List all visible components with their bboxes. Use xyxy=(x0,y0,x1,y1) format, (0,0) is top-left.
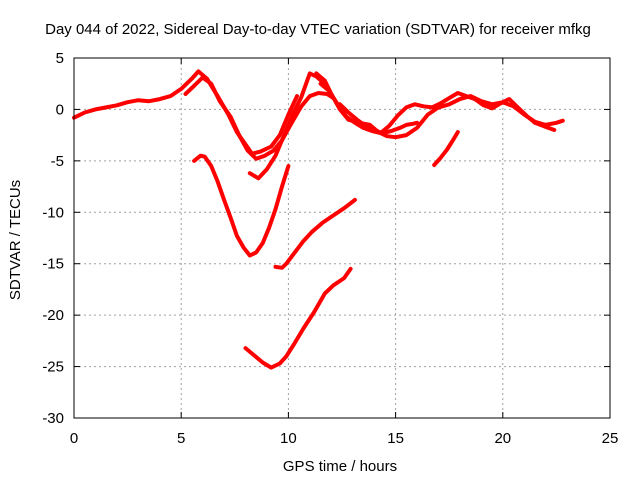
y-axis-label: SDTVAR / TECUs xyxy=(7,180,24,300)
series-line-trace-7 xyxy=(432,130,460,167)
series-line-trace-6 xyxy=(337,102,419,136)
plot-frame xyxy=(73,57,611,419)
x-tick-label: 0 xyxy=(70,430,78,447)
series-line-trace-2 xyxy=(183,75,336,161)
x-tick-label: 25 xyxy=(602,430,619,447)
series-line-trace-5 xyxy=(318,81,557,136)
x-tick-label: 10 xyxy=(280,430,297,447)
y-tick-label: -15 xyxy=(42,256,64,273)
series-line-trace-8 xyxy=(192,153,291,258)
series-line-trace-9 xyxy=(273,197,357,270)
y-tick-label: 5 xyxy=(56,50,64,67)
x-tick-label: 5 xyxy=(177,430,185,447)
y-tick-label: -5 xyxy=(51,153,64,170)
y-tick-label: 0 xyxy=(56,101,64,118)
y-tick-label: -10 xyxy=(42,204,64,221)
y-tick-label: -20 xyxy=(42,307,64,324)
x-tick-label: 20 xyxy=(494,430,511,447)
series-line-trace-3 xyxy=(247,71,327,181)
chart-series xyxy=(72,69,565,370)
series-line-trace-1 xyxy=(72,69,299,156)
x-tick-label: 15 xyxy=(387,430,404,447)
y-tick-label: -25 xyxy=(42,359,64,376)
axis-ticks: 0 5 10 15 20 25 5 0 -5 -10 -15 -20 -25 -30 xyxy=(42,50,618,447)
x-axis-label: GPS time / hours xyxy=(283,458,397,475)
series-line-trace-10 xyxy=(243,266,353,370)
y-tick-label: -30 xyxy=(42,410,64,427)
chart-title: Day 044 of 2022, Sidereal Day-to-day VTE… xyxy=(45,21,591,38)
